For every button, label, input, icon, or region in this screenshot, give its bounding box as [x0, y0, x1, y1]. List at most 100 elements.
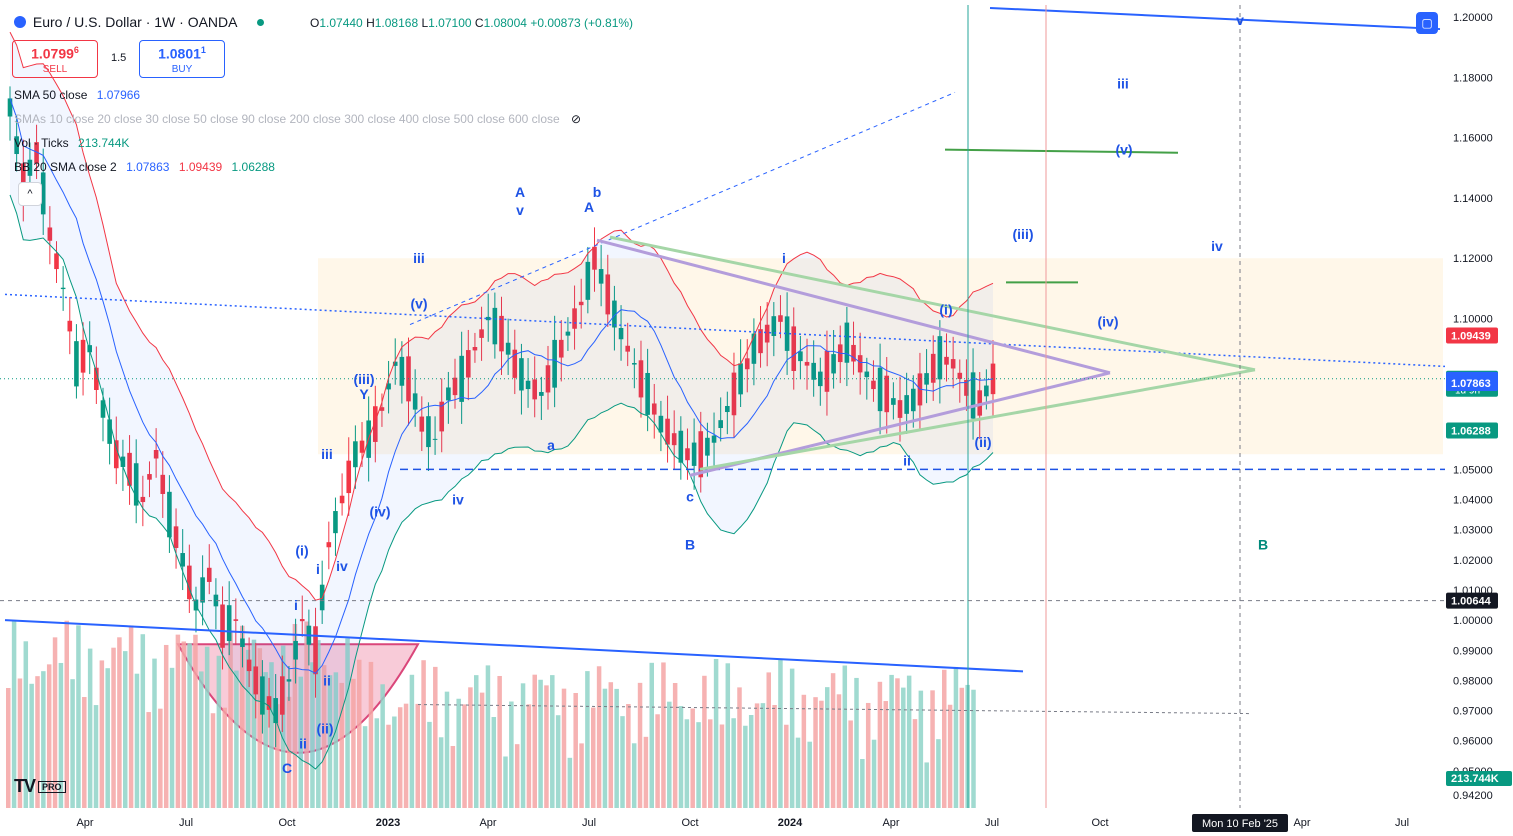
y-tick-label: 0.98000 — [1453, 675, 1493, 687]
candle-body — [545, 365, 551, 393]
volume-bar — [860, 759, 865, 808]
legend-bb[interactable]: BB 20 SMA close 2 1.07863 1.09439 1.0628… — [14, 160, 275, 174]
x-tick-label: Apr — [479, 817, 496, 829]
candle-body — [153, 449, 159, 459]
fullscreen-icon[interactable]: ▢ — [1416, 12, 1438, 34]
volume-bar — [614, 688, 619, 808]
volume-bar — [772, 704, 777, 808]
volume-bar — [58, 662, 64, 808]
candle-body — [691, 442, 697, 466]
tradingview-logo[interactable]: TV PRO — [14, 776, 66, 797]
wave-label: (v) — [1115, 142, 1132, 158]
bb-basis-line — [9, 98, 994, 674]
crosshair-price-tag — [1446, 592, 1498, 609]
legend-volume[interactable]: Vol · Ticks 213.744K — [14, 136, 130, 150]
candle-body — [167, 491, 172, 538]
candle-body — [871, 380, 876, 390]
eye-hidden-icon[interactable]: ⊘ — [571, 112, 582, 126]
candle-body — [725, 406, 730, 413]
volume-bar — [836, 694, 842, 808]
volume-bar — [865, 702, 871, 808]
legend-sma50[interactable]: SMA 50 close 1.07966 — [14, 88, 141, 102]
candle-body — [970, 372, 976, 419]
candle-body — [851, 344, 856, 362]
volume-bar — [111, 647, 116, 808]
candle-body — [226, 605, 232, 642]
volume-bar — [585, 671, 590, 808]
volume-bar — [345, 638, 350, 808]
volume-bar — [327, 675, 333, 808]
volume-bar — [631, 743, 637, 808]
wave-label: (iii) — [354, 371, 375, 387]
candle-body — [266, 696, 272, 710]
volume-bar — [842, 665, 848, 808]
wave-label: B — [1258, 537, 1268, 553]
volume-bar — [99, 660, 105, 808]
lower-dashed-line — [417, 704, 1251, 715]
volume-bar — [678, 706, 684, 808]
candle-body — [678, 430, 684, 463]
wave-label: c — [686, 488, 694, 504]
wave-label: (iv) — [370, 504, 391, 520]
spread-value: 1.5 — [111, 52, 127, 64]
candle-body — [625, 345, 630, 352]
candle-body — [220, 604, 225, 648]
volume-bar — [76, 625, 81, 808]
triangle-upper-line — [596, 238, 1111, 375]
candle-body — [964, 380, 969, 396]
wave-label: i — [782, 250, 786, 266]
sell-button[interactable]: 1.07996 SELL — [12, 40, 98, 78]
volume-bar — [427, 721, 432, 808]
volume-bar — [550, 675, 555, 808]
wave-label: iii — [321, 446, 333, 462]
wave-label: iv — [1211, 238, 1223, 254]
volume-bar — [310, 662, 315, 808]
volume-bar — [801, 694, 807, 808]
volume-bar — [591, 707, 596, 808]
volume-bar — [117, 637, 122, 808]
upper-trendline — [989, 6, 1441, 31]
volume-bar — [438, 737, 444, 808]
candle-body — [950, 359, 956, 369]
wave-label: iv — [452, 491, 464, 507]
volume-bar — [503, 756, 508, 808]
wave-label: A — [515, 184, 525, 200]
dashed-channel-line — [409, 91, 956, 326]
symbol-title-text: Euro / U.S. Dollar · 1W · OANDA — [32, 14, 237, 30]
volume-bar — [462, 704, 467, 808]
candle-body — [120, 456, 126, 467]
dotted-trendline — [4, 293, 1513, 371]
volume-bar — [479, 692, 485, 808]
symbol-title[interactable]: Euro / U.S. Dollar · 1W · OANDA — [14, 14, 264, 30]
candle-body — [273, 698, 278, 724]
wave-label: ii — [299, 736, 307, 752]
support-trendline — [4, 619, 1024, 673]
volume-bar — [848, 720, 853, 808]
buy-button[interactable]: 1.08011 BUY — [139, 40, 225, 78]
candle-body — [930, 353, 936, 383]
bb-upper-line — [9, 31, 994, 601]
volume-bar — [509, 701, 514, 808]
volume-bar — [175, 634, 181, 808]
volume-bar — [210, 713, 216, 808]
volume-bar — [228, 632, 233, 808]
volume-bar — [193, 634, 198, 808]
candle-body — [373, 406, 378, 442]
candle-body — [565, 331, 571, 336]
volume-bar — [713, 658, 719, 808]
candle-body — [147, 474, 152, 480]
volume-bar — [415, 703, 420, 808]
volume-bar — [403, 703, 409, 808]
candle-body — [27, 159, 33, 176]
volume-tag-label: 213.744K — [1451, 773, 1499, 785]
candle-body — [977, 390, 983, 416]
volume-bar — [216, 655, 222, 808]
wave-label: (v) — [410, 295, 427, 311]
volume-bar — [830, 673, 836, 808]
volume-bar — [813, 697, 818, 808]
collapse-legend-icon[interactable]: ^ — [18, 182, 42, 206]
candle-body — [326, 542, 332, 548]
legend-smas[interactable]: SMAs 10 close 20 close 30 close 50 close… — [14, 112, 582, 126]
candle-body — [525, 380, 531, 390]
